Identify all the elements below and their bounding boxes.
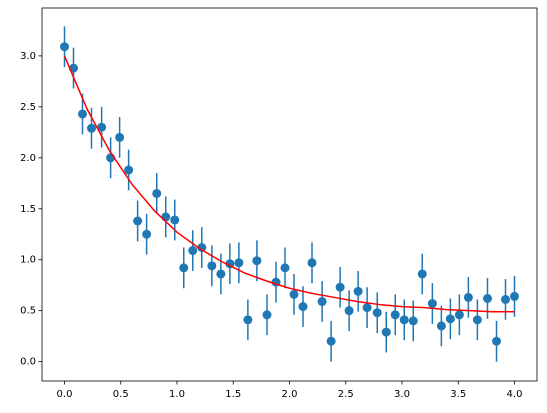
x-tick-label: 2.5 xyxy=(338,389,354,400)
data-point xyxy=(427,299,437,309)
data-point xyxy=(436,321,446,331)
x-tick-label: 3.5 xyxy=(450,389,466,400)
y-tick-label: 3.0 xyxy=(20,51,36,62)
data-point xyxy=(390,310,400,320)
x-tick-label: 1.5 xyxy=(225,389,241,400)
y-tick-label: 2.5 xyxy=(20,102,36,113)
data-point xyxy=(483,293,492,303)
data-point xyxy=(399,315,409,325)
y-tick-label: 1.5 xyxy=(20,204,36,215)
data-point xyxy=(510,291,519,301)
data-point xyxy=(124,165,134,175)
data-point xyxy=(197,242,207,252)
x-tick-label: 1.0 xyxy=(169,389,185,400)
data-point xyxy=(344,306,354,316)
data-point xyxy=(372,308,382,318)
data-point xyxy=(142,229,152,239)
data-point xyxy=(243,315,253,325)
data-point xyxy=(353,286,363,296)
data-point xyxy=(188,246,198,256)
y-tick-label: 0.0 xyxy=(20,357,36,368)
data-point xyxy=(417,269,427,279)
data-point xyxy=(179,263,189,273)
data-point xyxy=(501,294,510,304)
x-tick-label: 4.0 xyxy=(507,389,523,400)
data-point xyxy=(289,289,299,299)
data-point xyxy=(97,122,107,132)
data-point xyxy=(307,258,317,268)
data-point xyxy=(161,212,171,222)
data-point xyxy=(335,282,345,292)
data-point xyxy=(207,261,217,271)
data-point xyxy=(87,123,96,133)
data-point xyxy=(152,188,162,198)
data-point xyxy=(78,109,87,119)
fit-line xyxy=(63,55,515,313)
data-point xyxy=(381,327,391,337)
data-point xyxy=(133,216,143,226)
data-point xyxy=(454,310,464,320)
y-tick-label: 0.5 xyxy=(20,306,36,317)
x-tick-label: 0.5 xyxy=(113,389,129,400)
data-point xyxy=(216,269,226,279)
data-point xyxy=(262,310,272,320)
y-tick-label: 2.0 xyxy=(20,153,36,164)
data-point xyxy=(445,314,455,324)
data-point xyxy=(115,132,125,142)
data-point xyxy=(234,258,244,268)
data-point xyxy=(298,302,308,312)
data-point xyxy=(170,215,180,225)
data-point xyxy=(252,256,262,266)
data-point xyxy=(463,292,473,302)
x-tick-label: 3.0 xyxy=(394,389,410,400)
data-point xyxy=(408,316,418,326)
data-point xyxy=(317,297,327,307)
data-point xyxy=(362,303,372,313)
data-point xyxy=(280,263,290,273)
x-tick-label: 0.0 xyxy=(57,389,73,400)
data-point xyxy=(472,315,482,325)
data-point xyxy=(60,42,69,52)
data-point xyxy=(492,336,501,346)
y-tick-label: 1.0 xyxy=(20,255,36,266)
data-point xyxy=(326,336,336,346)
x-tick-label: 2.0 xyxy=(282,389,298,400)
plot-frame xyxy=(41,7,538,382)
